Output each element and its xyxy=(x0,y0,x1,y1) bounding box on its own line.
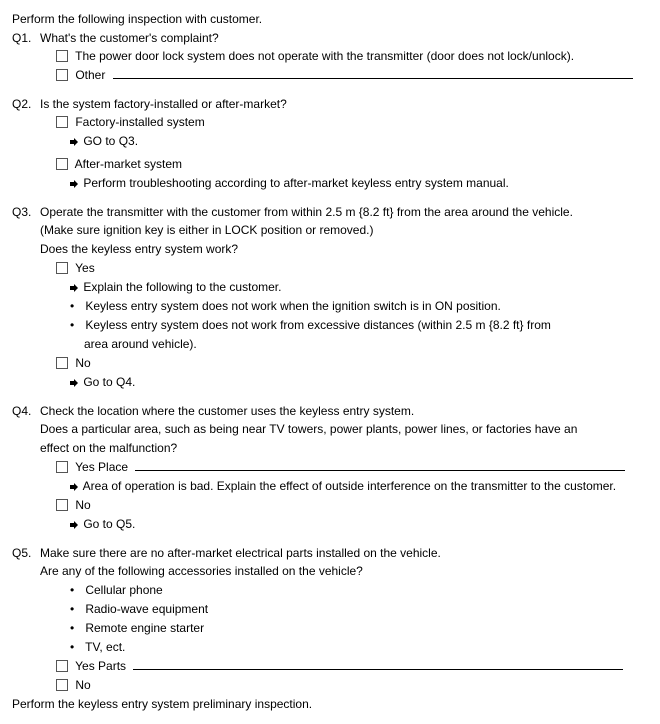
arrow-icon xyxy=(70,132,78,150)
q5-b1-text: Cellular phone xyxy=(85,583,162,597)
bullet-icon: • xyxy=(70,581,82,599)
checkbox-icon[interactable] xyxy=(56,660,68,672)
q1-text: What's the customer's complaint? xyxy=(40,29,219,47)
q3-text-3: Does the keyless entry system work? xyxy=(12,240,648,258)
q1-opt2-text: Other xyxy=(75,68,105,82)
intro-text: Perform the following inspection with cu… xyxy=(12,10,648,28)
q2-row: Q2. Is the system factory-installed or a… xyxy=(12,95,648,113)
checkbox-icon[interactable] xyxy=(56,50,68,62)
q5-yes-text: Yes Parts xyxy=(75,659,126,673)
bullet-icon: • xyxy=(70,297,82,315)
q4-text-1: Check the location where the customer us… xyxy=(40,402,414,420)
q2-opt1-action-text: GO to Q3. xyxy=(83,134,138,148)
q3-no: No xyxy=(12,354,648,372)
q2-opt1-action: GO to Q3. xyxy=(12,132,648,150)
q2-option-1: Factory-installed system xyxy=(12,113,648,131)
arrow-icon xyxy=(70,477,78,495)
checkbox-icon[interactable] xyxy=(56,262,68,274)
q5-yes: Yes Parts xyxy=(12,657,648,675)
checkbox-icon[interactable] xyxy=(56,116,68,128)
q5-b3-text: Remote engine starter xyxy=(85,621,204,635)
q3-yes-bullet-1: • Keyless entry system does not work whe… xyxy=(12,297,648,315)
q2-label: Q2. xyxy=(12,95,40,113)
q4-no-action: Go to Q5. xyxy=(12,515,648,533)
q3-yes-bullet-2a: • Keyless entry system does not work fro… xyxy=(12,316,648,334)
q4-yes-text: Yes Place xyxy=(75,460,128,474)
q4-yes-action: Area of operation is bad. Explain the ef… xyxy=(12,477,648,495)
q4-label: Q4. xyxy=(12,402,40,420)
arrow-icon xyxy=(70,174,78,192)
bullet-icon: • xyxy=(70,600,82,618)
arrow-icon xyxy=(70,373,78,391)
fill-line[interactable] xyxy=(135,458,625,471)
q2-opt2-action-text: Perform troubleshooting according to aft… xyxy=(83,176,509,190)
checkbox-icon[interactable] xyxy=(56,69,68,81)
q2-opt2-text: After-market system xyxy=(75,157,182,171)
checkbox-icon[interactable] xyxy=(56,357,68,369)
q4-no-action-text: Go to Q5. xyxy=(83,517,135,531)
q4-no-text: No xyxy=(75,498,90,512)
q1-label: Q1. xyxy=(12,29,40,47)
checkbox-icon[interactable] xyxy=(56,158,68,170)
q4-text-2: Does a particular area, such as being ne… xyxy=(12,420,648,438)
q3-no-action: Go to Q4. xyxy=(12,373,648,391)
checkbox-icon[interactable] xyxy=(56,461,68,473)
q4-yes: Yes Place xyxy=(12,458,648,476)
q4-row: Q4. Check the location where the custome… xyxy=(12,402,648,420)
q1-option-1: The power door lock system does not oper… xyxy=(12,47,648,65)
bullet-icon: • xyxy=(70,619,82,637)
q5-text-1: Make sure there are no after-market elec… xyxy=(40,544,441,562)
q5-no: No xyxy=(12,676,648,694)
checkbox-icon[interactable] xyxy=(56,679,68,691)
q5-b4-text: TV, ect. xyxy=(85,640,125,654)
q3-yes-b2a-text: Keyless entry system does not work from … xyxy=(85,318,551,332)
q3-yes-bullet-2b: area around vehicle). xyxy=(12,335,648,353)
checkbox-icon[interactable] xyxy=(56,499,68,511)
q4-text-3: effect on the malfunction? xyxy=(12,439,648,457)
q3-yes-b1-text: Keyless entry system does not work when … xyxy=(85,299,501,313)
q5-text-2: Are any of the following accessories ins… xyxy=(12,562,648,580)
fill-line[interactable] xyxy=(113,66,633,79)
q3-no-action-text: Go to Q4. xyxy=(83,375,135,389)
q2-opt2-action: Perform troubleshooting according to aft… xyxy=(12,174,648,192)
q1-opt1-text: The power door lock system does not oper… xyxy=(75,49,574,63)
bullet-icon: • xyxy=(70,316,82,334)
arrow-icon xyxy=(70,515,78,533)
q5-no-text: No xyxy=(75,678,90,692)
q2-text: Is the system factory-installed or after… xyxy=(40,95,287,113)
q4-no: No xyxy=(12,496,648,514)
closing-text: Perform the keyless entry system prelimi… xyxy=(12,695,648,713)
q5-b2-text: Radio-wave equipment xyxy=(85,602,208,616)
q3-no-text: No xyxy=(75,356,90,370)
q3-text-1: Operate the transmitter with the custome… xyxy=(40,203,573,221)
q2-opt1-text: Factory-installed system xyxy=(75,115,204,129)
q5-bullet-3: • Remote engine starter xyxy=(12,619,648,637)
q5-bullet-4: • TV, ect. xyxy=(12,638,648,656)
q1-row: Q1. What's the customer's complaint? xyxy=(12,29,648,47)
q4-yes-action-text: Area of operation is bad. Explain the ef… xyxy=(83,479,616,493)
q3-label: Q3. xyxy=(12,203,40,221)
bullet-icon: • xyxy=(70,638,82,656)
q5-row: Q5. Make sure there are no after-market … xyxy=(12,544,648,562)
q3-row: Q3. Operate the transmitter with the cus… xyxy=(12,203,648,221)
q5-bullet-2: • Radio-wave equipment xyxy=(12,600,648,618)
q5-bullet-1: • Cellular phone xyxy=(12,581,648,599)
arrow-icon xyxy=(70,278,78,296)
q1-option-2: Other xyxy=(12,66,648,84)
q3-yes-action: Explain the following to the customer. xyxy=(12,278,648,296)
q3-yes-action-text: Explain the following to the customer. xyxy=(83,280,281,294)
fill-line[interactable] xyxy=(133,657,623,670)
q2-option-2: After-market system xyxy=(12,155,648,173)
q5-label: Q5. xyxy=(12,544,40,562)
q3-yes-text: Yes xyxy=(75,261,95,275)
q3-yes: Yes xyxy=(12,259,648,277)
q3-text-2: (Make sure ignition key is either in LOC… xyxy=(12,221,648,239)
